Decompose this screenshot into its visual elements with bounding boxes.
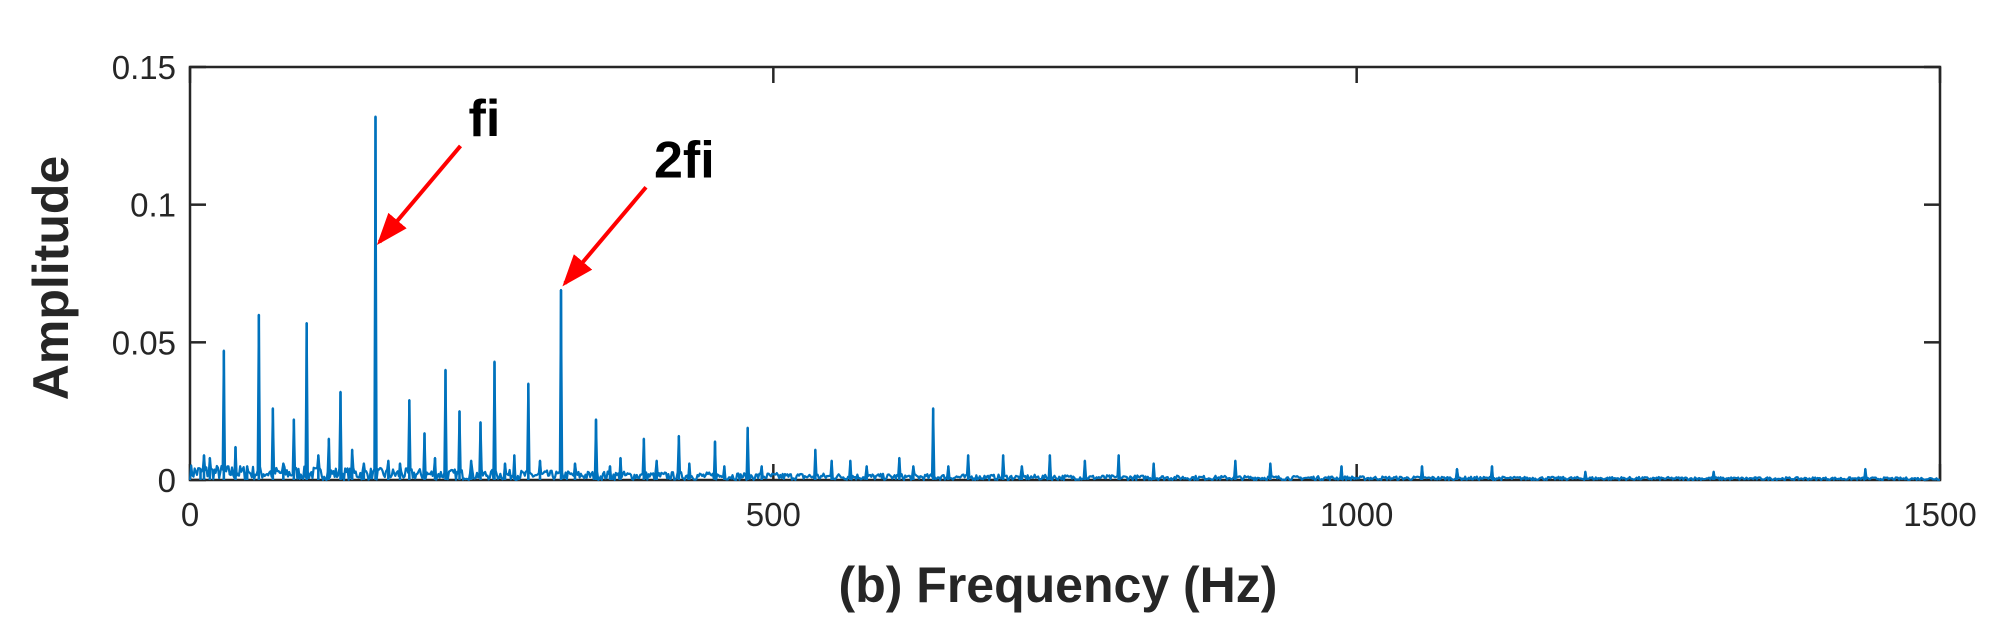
annotation-arrow-1 xyxy=(562,185,648,287)
x-tick-label: 500 xyxy=(746,496,801,533)
spectrum-line xyxy=(188,115,1941,482)
x-axis-title: (b) Frequency (Hz) xyxy=(839,557,1278,613)
annotation-label-0: fi xyxy=(469,90,501,148)
y-tick-label: 0.1 xyxy=(130,187,176,224)
axis-labels: (b) Frequency (Hz) Amplitude xyxy=(23,156,1277,613)
x-tick-label: 1000 xyxy=(1320,496,1393,533)
y-tick-label: 0 xyxy=(158,462,176,499)
annotation-arrow-0 xyxy=(376,144,463,246)
x-tick-label: 0 xyxy=(181,496,199,533)
axes: 0 500 1000 1500 0 0.05 0.1 0.15 xyxy=(112,49,1977,533)
spectrum-series xyxy=(188,115,1941,482)
annotations: fi 2fi xyxy=(376,90,715,287)
annotation-label-1: 2fi xyxy=(654,131,715,189)
x-tick-label: 1500 xyxy=(1903,496,1976,533)
y-tick-label: 0.15 xyxy=(112,49,176,86)
plot-frame xyxy=(188,65,1942,482)
y-axis-title: Amplitude xyxy=(23,156,79,400)
y-tick-label: 0.05 xyxy=(112,324,176,361)
